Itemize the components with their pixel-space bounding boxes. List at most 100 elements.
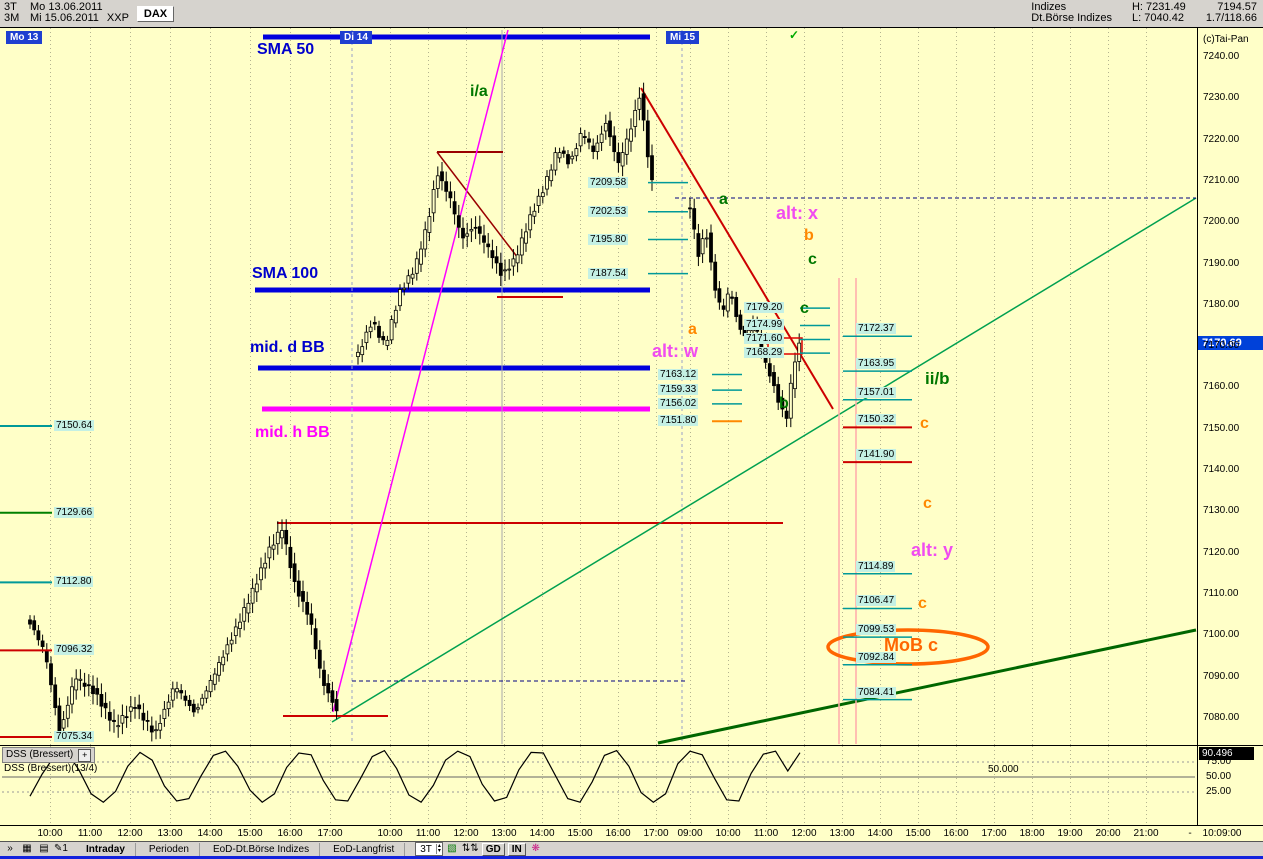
expand-plus-button[interactable]: + <box>78 748 92 762</box>
candle-body <box>532 210 537 217</box>
candle-body <box>419 248 423 265</box>
candle-body <box>305 601 310 615</box>
candle-body <box>95 688 100 695</box>
oscillator-axis-label: 25.00 <box>1206 786 1232 797</box>
time-label: 17:00 <box>981 828 1007 839</box>
candle-body <box>296 580 301 597</box>
tab-perioden[interactable]: Perioden <box>139 842 200 856</box>
oscillator-current-badge: 90.496 <box>1199 746 1254 760</box>
time-label: 11:00 <box>415 828 441 839</box>
time-label: 12:00 <box>791 828 817 839</box>
candle-body <box>170 688 175 701</box>
price-axis-label: 7230.00 <box>1203 92 1240 104</box>
candle-body <box>263 562 268 569</box>
price-axis-label: 7130.00 <box>1203 505 1240 517</box>
price-axis-label: 7120.00 <box>1203 546 1240 558</box>
chart-style-icon[interactable]: ▧ <box>447 843 457 854</box>
candle-body <box>183 695 188 701</box>
gd-indicator-button[interactable]: GD <box>481 842 505 856</box>
candle-body <box>372 321 377 325</box>
period-combo[interactable]: 3T ▴ ▾ <box>415 842 443 856</box>
candle-body <box>524 231 528 244</box>
sheet-icon[interactable]: ▤ <box>39 843 49 854</box>
candle-body <box>116 725 121 728</box>
tab-intraday[interactable]: Intraday <box>76 842 136 856</box>
candle-body <box>86 684 91 687</box>
candle-body <box>250 587 255 604</box>
candle-body <box>385 339 390 346</box>
candle-body <box>149 725 154 733</box>
candle-body <box>507 268 512 271</box>
uptrend-line <box>331 197 1197 723</box>
candle-body <box>322 669 326 686</box>
time-label: 13:00 <box>157 828 183 839</box>
candle-body <box>74 678 79 691</box>
time-label: 14:00 <box>867 828 893 839</box>
candle-body <box>427 216 432 233</box>
candle-body <box>713 261 718 291</box>
dss-indicator-box[interactable]: DSS (Bressert) + <box>2 747 96 763</box>
period-combo-value: 3T <box>420 843 432 855</box>
time-label: 09:00 <box>677 828 703 839</box>
tab-eod-dt-b-rse-indizes[interactable]: EoD-Dt.Börse Indizes <box>203 842 321 856</box>
candle-body <box>326 683 331 694</box>
candle-body <box>275 531 280 545</box>
grid-icon[interactable]: ▦ <box>22 843 32 854</box>
symbol-tab[interactable]: DAX <box>136 5 175 22</box>
candle-body <box>641 93 646 121</box>
candle-body <box>120 715 125 724</box>
header-value-1: 7194.57 <box>1217 1 1257 13</box>
time-label: 11:00 <box>753 828 779 839</box>
time-label: 21:00 <box>1133 828 1159 839</box>
price-axis-label: 7200.00 <box>1203 216 1240 228</box>
candlestick-chart[interactable] <box>0 28 1197 745</box>
chart-page-tabs: Intraday Perioden EoD-Dt.Börse Indizes EoD-… <box>76 842 406 856</box>
time-label: 13:00 <box>829 828 855 839</box>
candle-body <box>284 529 289 545</box>
time-label: 19:00 <box>1057 828 1083 839</box>
candle-body <box>755 321 760 332</box>
candle-body <box>692 208 697 230</box>
candle-body <box>208 680 213 693</box>
price-axis-label: 7090.00 <box>1203 670 1240 682</box>
chevrons-icon[interactable]: » <box>7 843 13 854</box>
time-label: 20:00 <box>1095 828 1121 839</box>
date-1: Mo 13.06.2011 <box>30 1 103 13</box>
candle-body <box>141 712 146 721</box>
time-label: 10:00 <box>37 828 63 839</box>
price-axis-label: 7170.00 <box>1203 340 1240 352</box>
time-label: 16:00 <box>277 828 303 839</box>
tab-eod-langfrist[interactable]: EoD-Langfrist <box>323 842 406 856</box>
scale-arrows-icon[interactable]: ⇅⇅ <box>461 843 479 854</box>
candle-body <box>406 275 411 284</box>
price-axis-label: 7190.00 <box>1203 257 1240 269</box>
oscillator-axis-label: 75.00 <box>1206 756 1232 767</box>
candle-body <box>78 678 83 681</box>
time-label: - <box>1188 828 1192 839</box>
candle-body <box>204 690 209 699</box>
price-axis-label: 7180.00 <box>1203 298 1240 310</box>
candle-body <box>381 336 386 341</box>
red-range-box <box>767 337 803 355</box>
candle-body <box>99 694 104 707</box>
candle-body <box>751 319 755 332</box>
candle-body <box>797 342 802 362</box>
candle-body <box>709 232 713 263</box>
pencil-icon[interactable]: ✎1 <box>54 843 68 854</box>
candle-body <box>187 699 192 706</box>
spinner-arrows-icon[interactable]: ▴ ▾ <box>435 843 441 854</box>
wedge-diag-line <box>436 151 519 259</box>
candle-body <box>36 630 41 641</box>
candle-body <box>40 640 45 647</box>
toolbar-right-icons: ▧ ⇅⇅ GD IN ❋ <box>445 842 543 856</box>
candle-body <box>742 325 747 337</box>
in-indicator-button[interactable]: IN <box>507 842 526 856</box>
window-edge <box>0 856 1263 859</box>
pinwheel-icon[interactable]: ❋ <box>531 843 540 854</box>
candle-body <box>166 701 171 710</box>
candle-body <box>360 346 365 356</box>
candle-body <box>582 136 587 139</box>
candle-body <box>233 626 238 637</box>
candle-body <box>721 305 726 310</box>
candle-body <box>528 214 533 231</box>
